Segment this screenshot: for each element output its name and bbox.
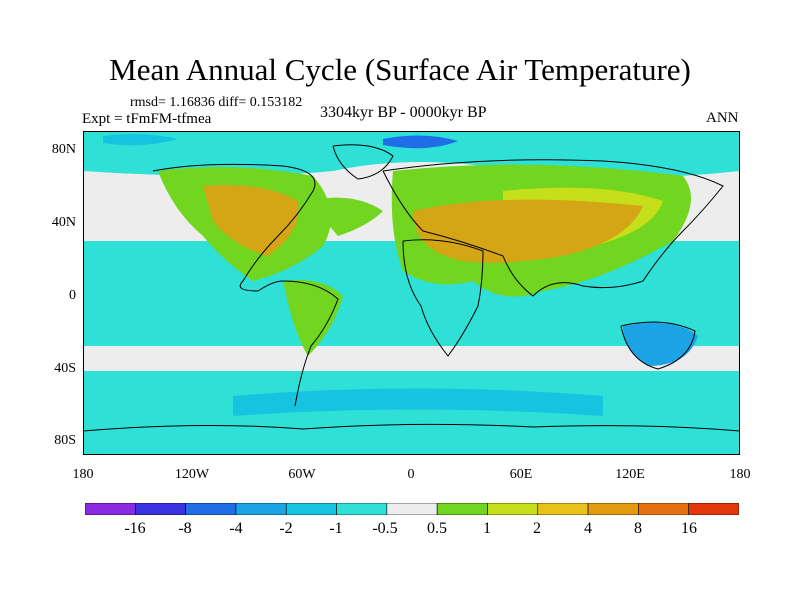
lon-label-60e: 60E xyxy=(509,467,533,482)
colorbar-label-3: -4 xyxy=(229,520,243,537)
map-frame xyxy=(83,131,740,455)
colorbar xyxy=(85,503,739,515)
colorbar-label-2: -8 xyxy=(178,520,192,537)
north-america-hot xyxy=(203,185,299,256)
colorbar-box-6 xyxy=(336,503,388,515)
colorbar-label-10: 4 xyxy=(584,520,592,537)
colorbar-box-5 xyxy=(285,503,337,515)
arctic-ocean xyxy=(83,131,740,178)
south-america-warm xyxy=(283,280,343,356)
lat-label-0: 0 xyxy=(69,288,76,303)
lat-label-40n: 40N xyxy=(51,215,76,230)
colorbar-label-9: 2 xyxy=(533,520,541,537)
plot-title: Mean Annual Cycle (Surface Air Temperatu… xyxy=(109,52,691,87)
lon-label-60w: 60W xyxy=(288,467,316,482)
arctic-cold-spot xyxy=(383,135,458,149)
colorbar-label-4: -2 xyxy=(279,520,293,537)
colorbar-box-7 xyxy=(386,503,438,515)
colorbar-label-5: -1 xyxy=(329,520,343,537)
colorbar-label-7: 0.5 xyxy=(427,520,447,537)
coast-eurasia xyxy=(382,159,724,297)
colorbar-box-1 xyxy=(85,503,136,515)
colorbar-box-11 xyxy=(587,503,639,515)
colorbar-box-10 xyxy=(537,503,589,515)
colorbar-label-6: -0.5 xyxy=(372,520,398,537)
season-label: ANN xyxy=(706,110,739,126)
coast-greenland xyxy=(332,144,394,180)
colorbar-box-4 xyxy=(235,503,287,515)
colorbar-label-1: -16 xyxy=(124,520,146,537)
temperature-anomaly-map xyxy=(83,131,740,455)
colorbar-label-12: 16 xyxy=(681,520,697,537)
australia-negative xyxy=(623,322,698,366)
lat-label-40s: 40S xyxy=(54,361,76,376)
colorbar-box-9 xyxy=(487,503,539,515)
coast-africa xyxy=(402,239,484,357)
colorbar-box-8 xyxy=(436,503,488,515)
coast-australia xyxy=(620,321,696,370)
coast-antarctica xyxy=(83,423,740,432)
lon-label-120w: 120W xyxy=(174,467,210,482)
lat-label-80s: 80S xyxy=(54,433,76,448)
colorbar-box-13 xyxy=(688,503,739,515)
lon-label-180w: 180 xyxy=(72,467,94,482)
antarctic-strip xyxy=(83,426,740,455)
coastlines xyxy=(83,144,740,432)
arctic-cold-spot-2 xyxy=(103,134,178,146)
rmsd-diff-stats: rmsd= 1.16836 diff= 0.153182 xyxy=(130,95,303,110)
colorbar-box-3 xyxy=(185,503,237,515)
southern-ocean-deep xyxy=(233,388,603,416)
experiment-label: Expt = tFmFM-tfmea xyxy=(82,111,212,127)
colorbar-box-2 xyxy=(135,503,186,515)
colorbar-label-8: 1 xyxy=(483,520,491,537)
lon-label-120e: 120E xyxy=(615,467,645,482)
coast-north-america xyxy=(152,163,316,292)
colorbar-box-12 xyxy=(638,503,689,515)
lon-label-0: 0 xyxy=(407,467,415,482)
lon-label-180e: 180 xyxy=(729,467,751,482)
colorbar-label-11: 8 xyxy=(634,520,642,537)
period-label: 3304kyr BP - 0000kyr BP xyxy=(320,104,487,121)
lat-label-80n: 80N xyxy=(51,142,76,157)
coast-south-america xyxy=(282,280,339,407)
north-atlantic-warm xyxy=(308,197,383,236)
